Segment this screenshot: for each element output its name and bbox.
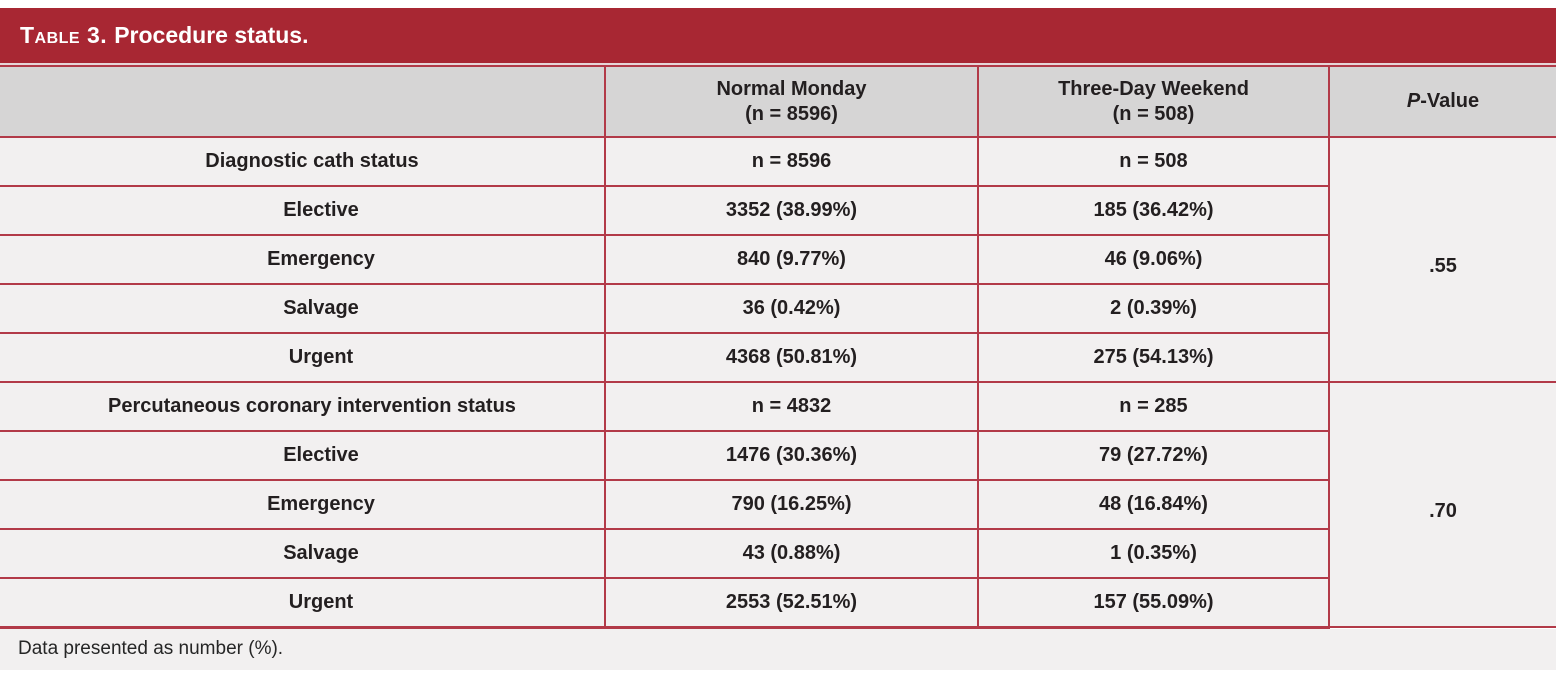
cell-weekend: 157 (55.09%)	[977, 577, 1330, 629]
header-normal-monday-line1: Normal Monday	[716, 77, 867, 100]
cell-weekend: 46 (9.06%)	[977, 234, 1330, 285]
table-row: Emergency 790 (16.25%) 48 (16.84%)	[0, 479, 1556, 530]
section-pci: Percutaneous coronary intervention statu…	[0, 381, 1556, 629]
cell-monday: 43 (0.88%)	[604, 528, 979, 579]
cell-weekend-n: n = 508	[977, 136, 1330, 187]
cell-weekend-n: n = 285	[977, 381, 1330, 432]
cell-monday-n: n = 8596	[604, 136, 979, 187]
header-p-value-italic-p: P	[1406, 90, 1421, 112]
table-title-text: Procedure status.	[114, 22, 309, 48]
table-title-bar: Table 3. Procedure status.	[0, 8, 1556, 65]
row-label: Elective	[0, 185, 606, 236]
section-label: Percutaneous coronary intervention statu…	[0, 381, 606, 432]
table-row: Salvage 43 (0.88%) 1 (0.35%)	[0, 528, 1556, 579]
header-three-day-weekend: Three-Day Weekend (n = 508)	[977, 65, 1330, 138]
cell-monday: 1476 (30.36%)	[604, 430, 979, 481]
row-label: Elective	[0, 430, 606, 481]
cell-monday: 4368 (50.81%)	[604, 332, 979, 383]
cell-monday: 36 (0.42%)	[604, 283, 979, 334]
row-label: Salvage	[0, 528, 606, 579]
table-row: Percutaneous coronary intervention statu…	[0, 381, 1556, 628]
table-row: Emergency 840 (9.77%) 46 (9.06%)	[0, 234, 1556, 285]
table-row: Urgent 4368 (50.81%) 275 (54.13%)	[0, 332, 1556, 383]
p-value-cell: .55	[1328, 136, 1556, 383]
footnote-text: Data presented as number (%).	[18, 638, 284, 659]
table-row: Urgent 2553 (52.51%) 157 (55.09%)	[0, 577, 1556, 629]
cell-monday-n: n = 4832	[604, 381, 979, 432]
cell-weekend: 1 (0.35%)	[977, 528, 1330, 579]
table-row: Elective 1476 (30.36%) 79 (27.72%)	[0, 430, 1556, 481]
row-label: Urgent	[0, 577, 606, 629]
table-header: Normal Monday (n = 8596) Three-Day Weeke…	[0, 65, 1556, 138]
cell-monday: 790 (16.25%)	[604, 479, 979, 530]
row-label: Urgent	[0, 332, 606, 383]
cell-weekend: 275 (54.13%)	[977, 332, 1330, 383]
cell-weekend: 79 (27.72%)	[977, 430, 1330, 481]
row-label: Emergency	[0, 479, 606, 530]
row-label: Salvage	[0, 283, 606, 334]
header-three-day-weekend-line1: Three-Day Weekend	[1058, 77, 1249, 100]
cell-weekend: 2 (0.39%)	[977, 283, 1330, 334]
p-value-cell: .70	[1328, 381, 1556, 628]
header-normal-monday: Normal Monday (n = 8596)	[604, 65, 979, 138]
cell-monday: 840 (9.77%)	[604, 234, 979, 285]
table-number-label: Table 3.	[20, 22, 108, 48]
table-footnote: Data presented as number (%).	[0, 628, 1556, 670]
header-row: Normal Monday (n = 8596) Three-Day Weeke…	[0, 65, 1556, 138]
procedure-status-table: Normal Monday (n = 8596) Three-Day Weeke…	[0, 65, 1556, 629]
header-p-value-rest: -Value	[1420, 90, 1480, 112]
header-normal-monday-line2: (n = 8596)	[745, 102, 838, 125]
row-label: Emergency	[0, 234, 606, 285]
header-three-day-weekend-line2: (n = 508)	[1112, 102, 1195, 125]
section-diagnostic-cath: Diagnostic cath status n = 8596 n = 508 …	[0, 136, 1556, 383]
table-row: Salvage 36 (0.42%) 2 (0.39%)	[0, 283, 1556, 334]
cell-weekend: 185 (36.42%)	[977, 185, 1330, 236]
table-row: Elective 3352 (38.99%) 185 (36.42%)	[0, 185, 1556, 236]
cell-weekend: 48 (16.84%)	[977, 479, 1330, 530]
header-empty-corner	[0, 65, 606, 138]
cell-monday: 2553 (52.51%)	[604, 577, 979, 629]
section-label: Diagnostic cath status	[0, 136, 606, 187]
cell-monday: 3352 (38.99%)	[604, 185, 979, 236]
table-row: Diagnostic cath status n = 8596 n = 508 …	[0, 136, 1556, 383]
header-p-value: P-Value	[1328, 65, 1556, 138]
